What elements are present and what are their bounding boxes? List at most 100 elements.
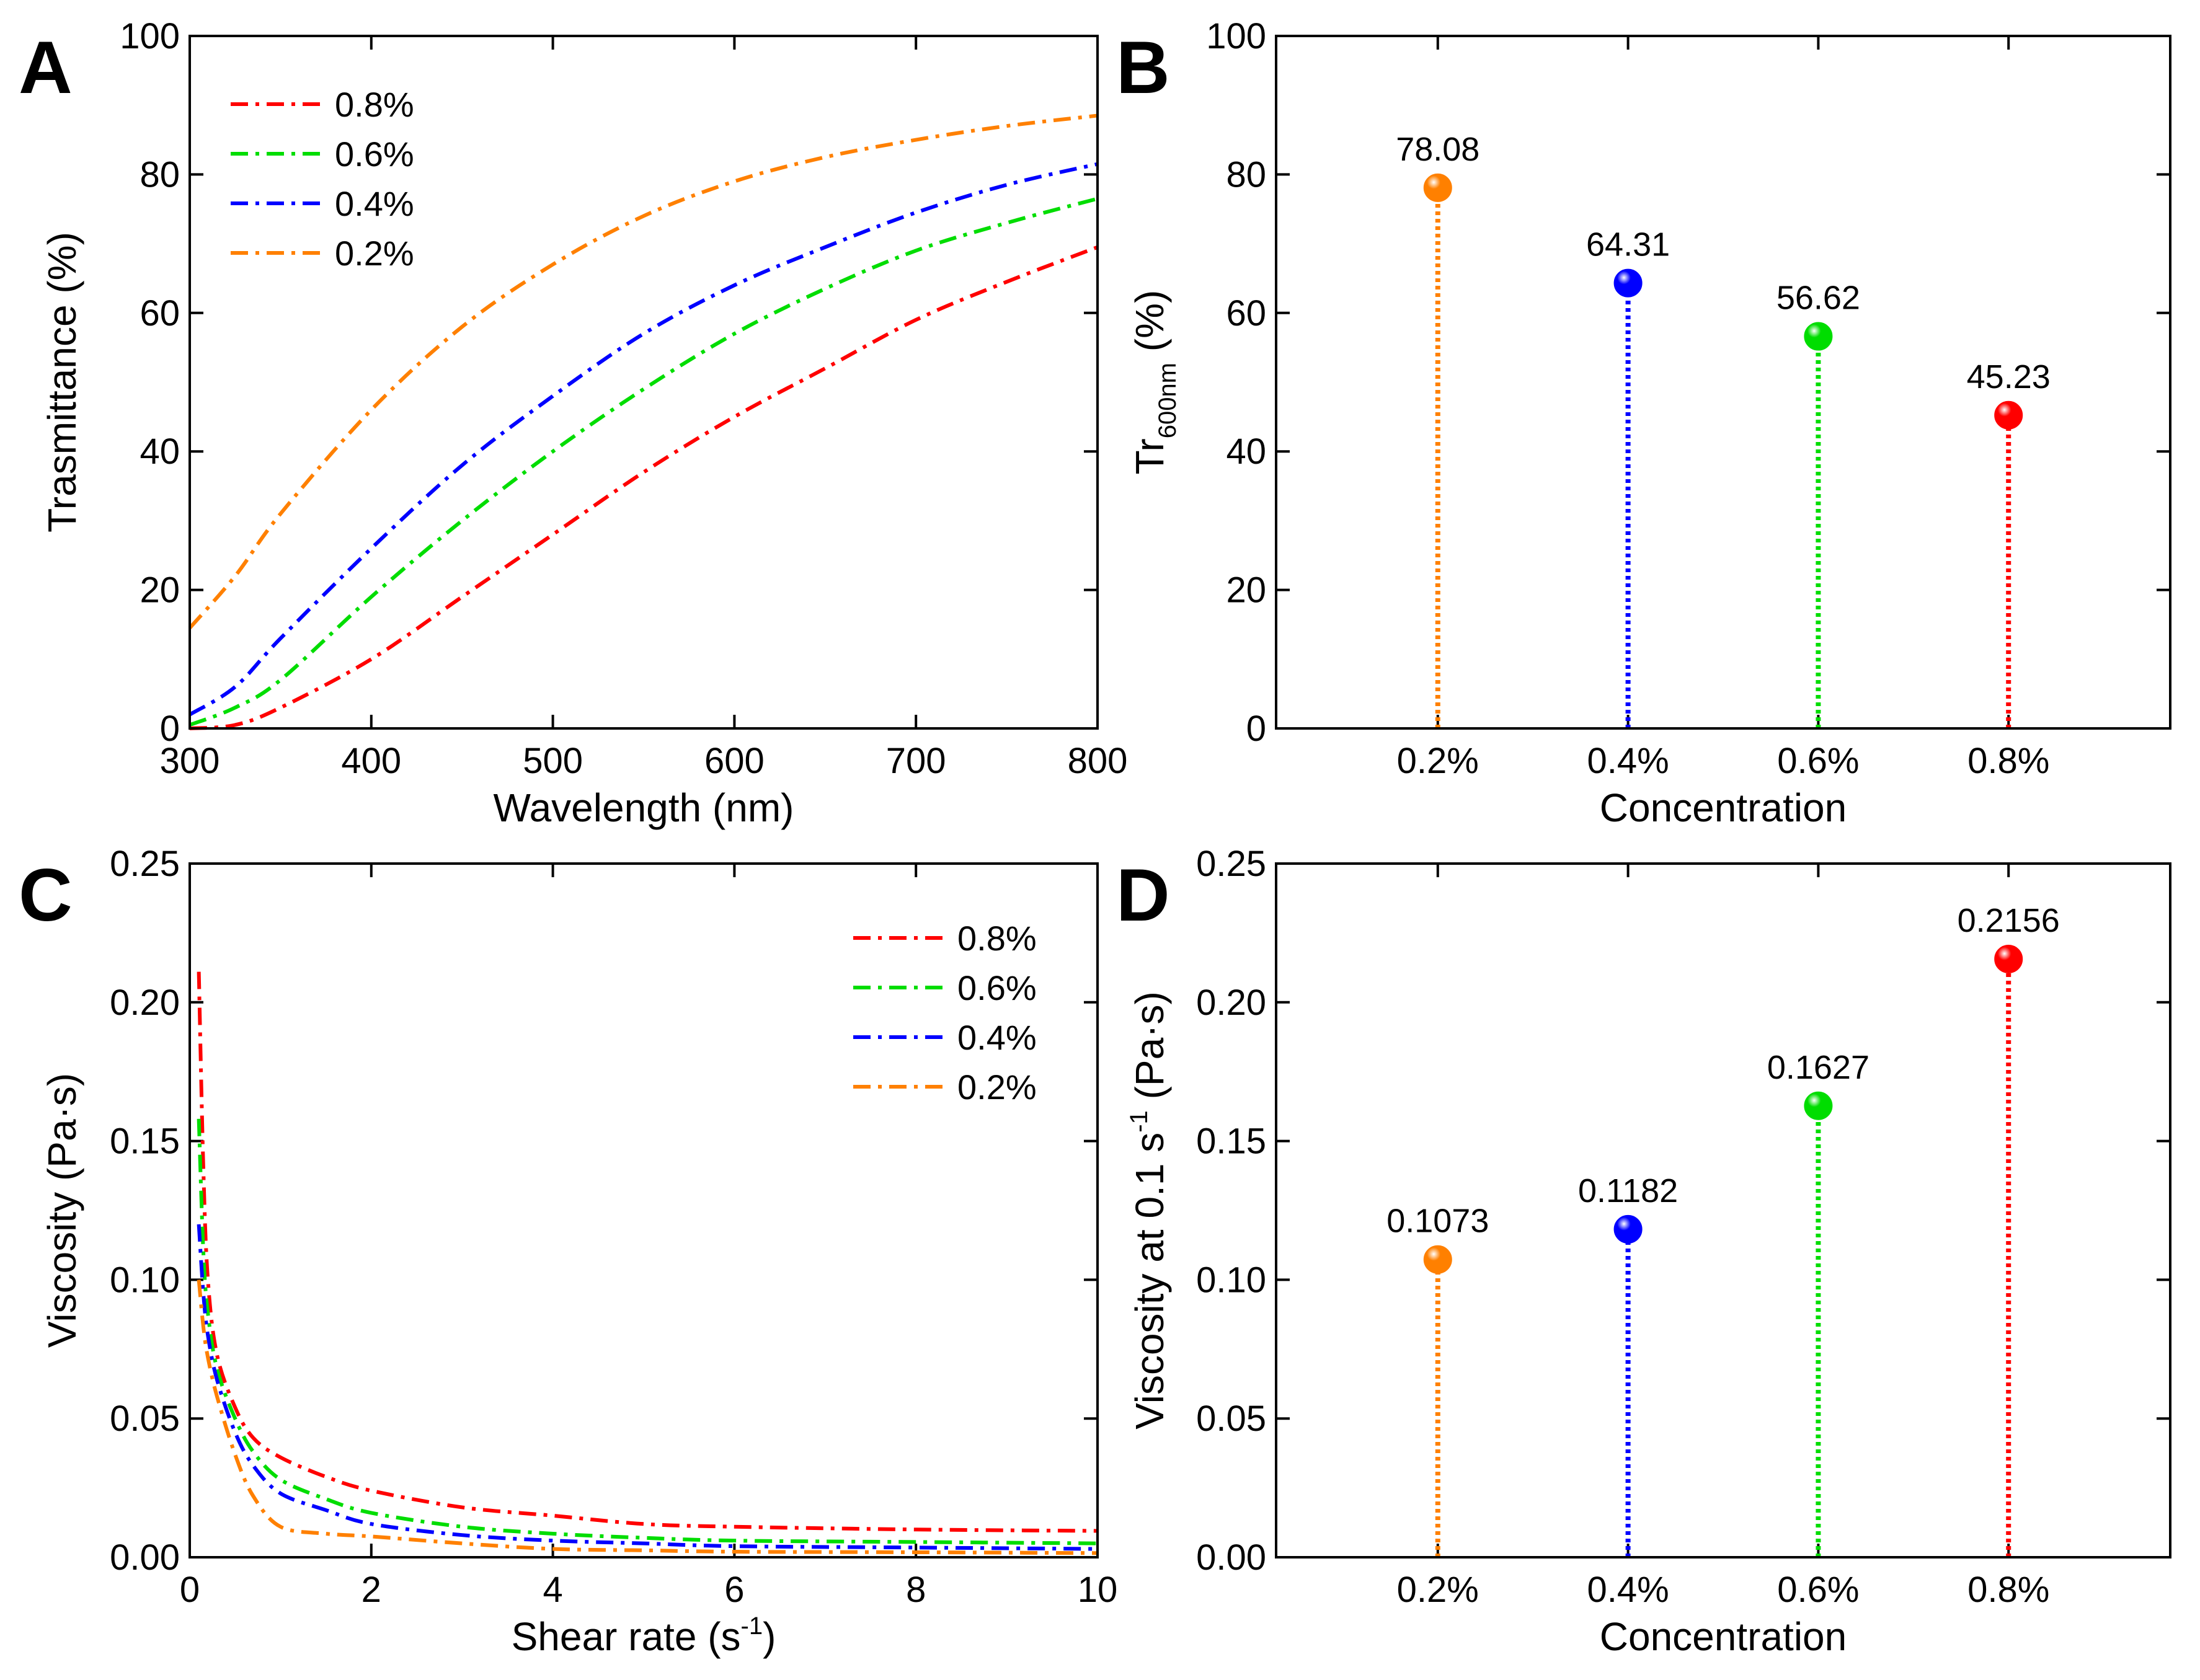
panel-c-series-line-0-2pct	[197, 1280, 1098, 1555]
panel-b-data-label: 64.31	[1586, 226, 1670, 263]
panel-d-point	[1613, 1214, 1643, 1244]
panel-a-ytick-label: 20	[140, 570, 180, 611]
panel-a-frame	[189, 35, 1099, 730]
panel-a-series-line-0-6pct	[189, 197, 1098, 727]
panel-b-xtick-label: 0.2%	[1397, 741, 1479, 781]
panel-a-ylabel: Trasmittance (%)	[40, 232, 84, 533]
panel-c-legend-label: 0.4%	[957, 1018, 1037, 1057]
panel-c-frame	[189, 862, 1099, 1558]
panel-d-ytick-label: 0.00	[1196, 1537, 1266, 1578]
panel-a-ytick-label: 100	[120, 16, 180, 56]
panel-b-ylabel-tail: (%)	[1127, 290, 1172, 363]
panel-c-ytick-label: 0.05	[110, 1399, 180, 1439]
panel-c-series-line-0-8pct	[197, 971, 1098, 1533]
panel-a-ytick-label: 60	[140, 293, 180, 334]
panel-a-xtick-label: 300	[160, 741, 220, 781]
panel-c-legend-label: 0.6%	[957, 968, 1037, 1007]
panel-c-ytick-label: 0.15	[110, 1121, 180, 1162]
panel-b-ytick-label: 100	[1206, 16, 1266, 56]
panel-d: 0.00 0.05 0.10 0.15 0.20 0.25 0.2% 0.1073 0.4% 0.…	[1116, 844, 2171, 1659]
panel-c-ytick-label: 0.10	[110, 1260, 180, 1300]
panel-c-legend-label: 0.2%	[957, 1068, 1037, 1107]
panel-a-series-line-0-2pct	[188, 113, 1098, 630]
panel-d-xtick-label: 0.4%	[1587, 1570, 1669, 1610]
panel-d-xtick-label: 0.2%	[1397, 1570, 1479, 1610]
panel-a-legend-label: 0.8%	[335, 85, 414, 124]
panel-a-xtick-label: 800	[1068, 741, 1128, 781]
panel-b-point	[1613, 268, 1643, 298]
panel-b-data-label: 78.08	[1396, 131, 1479, 168]
panel-a: 0 20 40 60 80 100 300 400 500 600 700 800 0.8% 0.6% 0.…	[19, 16, 1127, 830]
panel-c-letter: C	[19, 854, 73, 937]
panel-c-xlabel-sup: -1	[741, 1612, 763, 1640]
panel-b-xtick-label: 0.6%	[1777, 741, 1859, 781]
panel-d-ylabel-main: Viscosity at 0.1 s	[1127, 1133, 1172, 1430]
panel-d-ytick-label: 0.20	[1196, 983, 1266, 1023]
panel-a-legend-label: 0.4%	[335, 184, 414, 223]
panel-d-ylabel-sup: -1	[1125, 1110, 1153, 1133]
panel-b-letter: B	[1116, 26, 1170, 109]
panel-d-ylabel-tail: (Pa·s)	[1127, 991, 1172, 1110]
panel-c-xtick-label: 2	[361, 1570, 381, 1610]
panel-d-data-label: 0.1073	[1386, 1203, 1489, 1240]
panel-b: 0 20 40 60 80 100 0.2% 78.08 0.4% 64.31 0.6% 56.62 0…	[1116, 16, 2171, 830]
panel-a-series-line-0-4pct	[189, 162, 1098, 717]
panel-b-point	[1994, 400, 2023, 430]
panel-d-data-label: 0.1182	[1578, 1172, 1678, 1209]
panel-d-ytick-label: 0.05	[1196, 1399, 1266, 1439]
panel-a-ytick-label: 40	[140, 431, 180, 472]
panel-b-xtick-label: 0.4%	[1587, 741, 1669, 781]
panel-c-ytick-label: 0.20	[110, 983, 180, 1023]
panel-c-legend-label: 0.8%	[957, 919, 1037, 958]
panel-c: 0.00 0.05 0.10 0.15 0.20 0.25 0 2 4 6 8 10 0.8% 0.6% 0…	[19, 844, 1117, 1659]
panel-c-xtick-label: 6	[724, 1570, 744, 1610]
panel-b-ytick-label: 0	[1246, 709, 1266, 749]
panel-b-ytick-label: 20	[1226, 570, 1266, 611]
panel-b-ytick-label: 80	[1226, 154, 1266, 195]
panel-a-xlabel: Wavelength (nm)	[494, 785, 794, 830]
panel-a-legend-label: 0.6%	[335, 135, 414, 174]
panel-d-data-label: 0.1627	[1767, 1049, 1870, 1086]
panel-d-point	[1994, 944, 2023, 973]
panel-b-ylabel-main: Tr	[1127, 438, 1172, 474]
panel-c-series-line-0-6pct	[197, 1118, 1098, 1545]
panel-c-series-line-0-4pct	[197, 1224, 1098, 1551]
panel-a-xtick-label: 500	[523, 741, 583, 781]
panel-b-point	[1804, 322, 1833, 351]
panel-b-ylabel-sub: 600nm	[1154, 363, 1181, 438]
panel-d-data-label: 0.2156	[1958, 902, 2060, 939]
panel-b-ytick-label: 40	[1226, 431, 1266, 472]
panel-b-ylabel: Tr600nm (%)	[1127, 290, 1181, 475]
panel-a-letter: A	[19, 26, 73, 109]
panel-d-xtick-label: 0.6%	[1777, 1570, 1859, 1610]
panel-d-xtick-label: 0.8%	[1967, 1570, 2049, 1610]
panel-c-ylabel: Viscosity (Pa·s)	[40, 1073, 84, 1348]
panel-d-ytick-label: 0.25	[1196, 844, 1266, 884]
panel-c-xlabel-main: Shear rate (s	[512, 1614, 741, 1659]
panel-a-xtick-label: 700	[886, 741, 946, 781]
panel-d-ytick-label: 0.10	[1196, 1260, 1266, 1300]
panel-a-ytick-label: 0	[160, 709, 180, 749]
panel-c-xtick-label: 4	[543, 1570, 562, 1610]
panel-b-data-label: 45.23	[1967, 358, 2051, 396]
panel-a-xtick-label: 400	[341, 741, 401, 781]
panel-a-ytick-label: 80	[140, 154, 180, 195]
panel-c-xlabel: Shear rate (s-1)	[512, 1612, 776, 1659]
panel-b-xlabel: Concentration	[1600, 785, 1847, 830]
panel-c-xtick-label: 0	[180, 1570, 200, 1610]
panel-c-ytick-label: 0.25	[110, 844, 180, 884]
panel-d-ytick-label: 0.15	[1196, 1121, 1266, 1162]
panel-a-legend-label: 0.2%	[335, 234, 414, 273]
panel-c-xtick-label: 8	[906, 1570, 926, 1610]
panel-b-ytick-label: 60	[1226, 293, 1266, 334]
panel-c-xtick-label: 10	[1078, 1570, 1118, 1610]
panel-a-series-line-0-8pct	[189, 245, 1099, 730]
panel-d-frame	[1275, 862, 2171, 1558]
panel-c-xlabel-tail: )	[763, 1614, 776, 1659]
panel-d-point	[1804, 1091, 1833, 1120]
panel-d-letter: D	[1116, 854, 1170, 937]
panel-d-point	[1423, 1245, 1452, 1274]
